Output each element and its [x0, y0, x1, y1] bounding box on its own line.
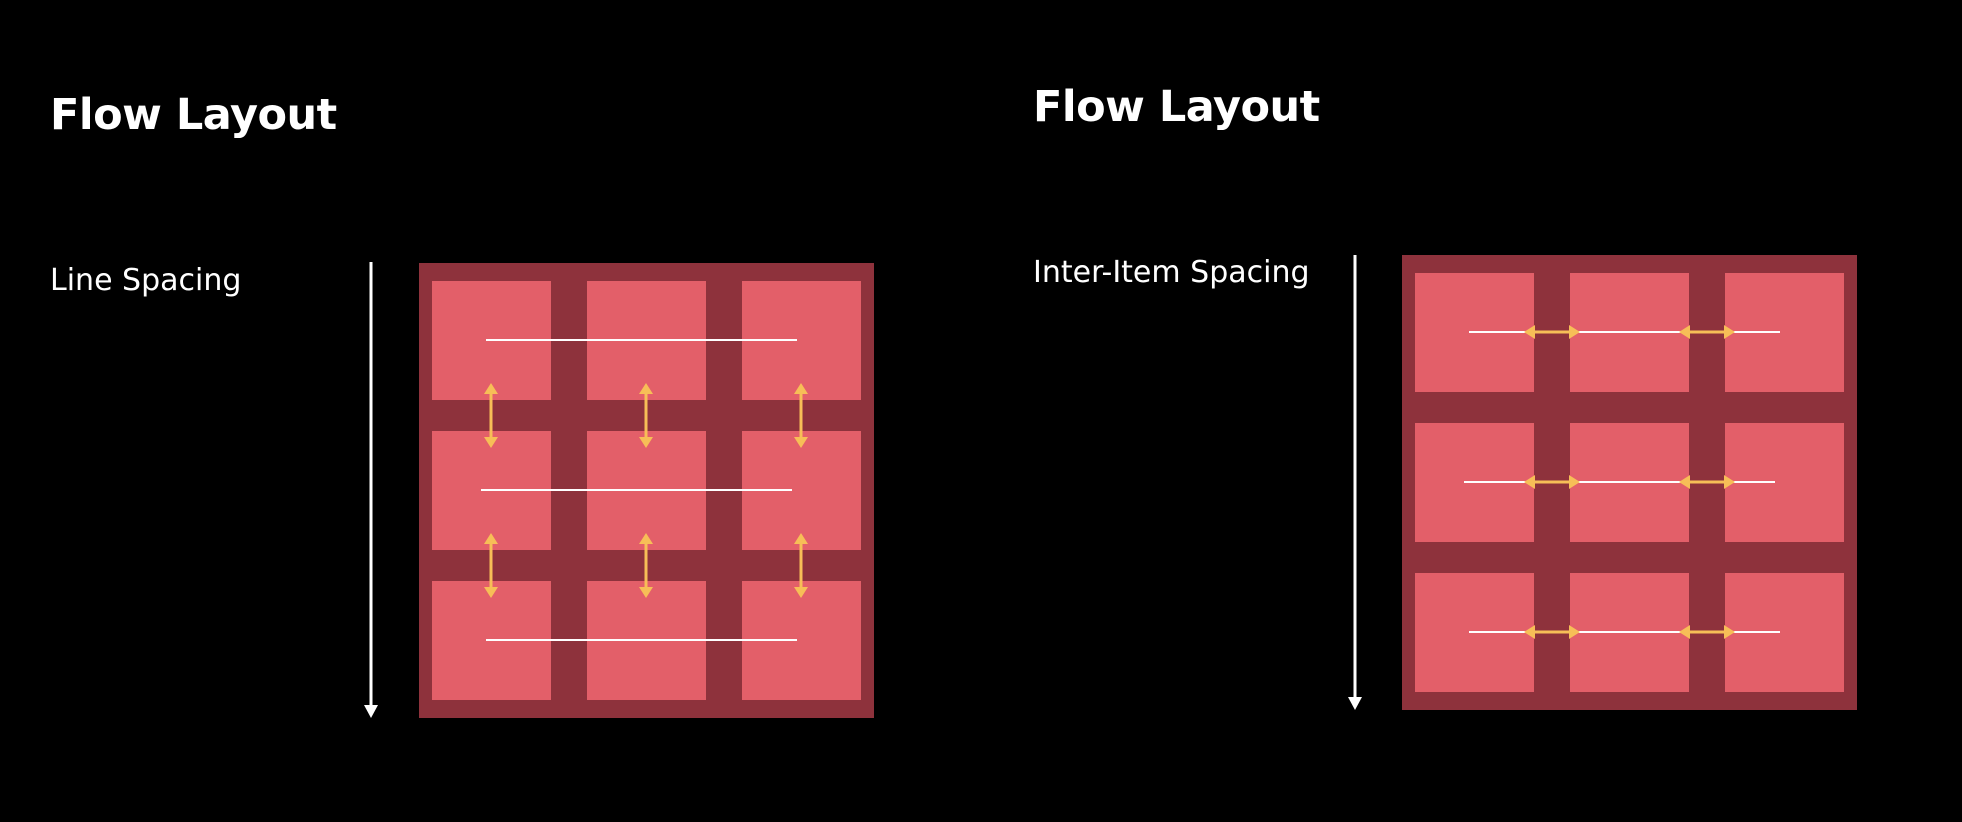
inter-item-spacing-arrowhead	[1569, 475, 1580, 489]
flow-direction-arrowhead	[364, 705, 378, 718]
panel-subtitle: Inter-Item Spacing	[1033, 255, 1310, 290]
line-spacing-arrowhead	[639, 587, 653, 598]
flow-direction-arrowhead	[1348, 697, 1362, 710]
inter-item-spacing-arrowhead	[1524, 475, 1535, 489]
inter-item-spacing-arrowhead	[1679, 325, 1690, 339]
line-spacing-arrowhead	[639, 437, 653, 448]
inter-item-spacing-arrowhead	[1524, 325, 1535, 339]
line-spacing-arrowhead	[484, 437, 498, 448]
line-spacing-arrowhead	[484, 383, 498, 394]
panel-title: Flow Layout	[50, 90, 337, 140]
panel-title: Flow Layout	[1033, 82, 1320, 132]
inter-item-spacing-arrowhead	[1724, 625, 1735, 639]
inter-item-spacing-arrowhead	[1679, 475, 1690, 489]
line-spacing-arrowhead	[484, 587, 498, 598]
line-spacing-arrowhead	[794, 533, 808, 544]
line-spacing-arrowhead	[484, 533, 498, 544]
inter-item-spacing-arrowhead	[1679, 625, 1690, 639]
panel-subtitle: Line Spacing	[50, 263, 242, 298]
inter-item-spacing-arrowhead	[1724, 475, 1735, 489]
line-spacing-arrowhead	[794, 587, 808, 598]
inter-item-spacing-arrowhead	[1569, 625, 1580, 639]
diagram-inter-item	[1348, 255, 1857, 710]
line-spacing-arrowhead	[794, 383, 808, 394]
line-spacing-arrowhead	[794, 437, 808, 448]
line-spacing-arrowhead	[639, 383, 653, 394]
line-spacing-arrowhead	[639, 533, 653, 544]
diagram-line	[364, 262, 874, 718]
inter-item-spacing-arrowhead	[1724, 325, 1735, 339]
inter-item-spacing-arrowhead	[1524, 625, 1535, 639]
inter-item-spacing-arrowhead	[1569, 325, 1580, 339]
